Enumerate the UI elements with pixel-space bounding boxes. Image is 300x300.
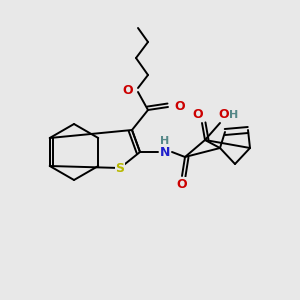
Text: N: N — [160, 146, 170, 158]
Text: O: O — [122, 83, 133, 97]
Text: S: S — [116, 161, 124, 175]
Text: O: O — [177, 178, 187, 190]
Text: O: O — [193, 109, 203, 122]
Text: O: O — [219, 109, 229, 122]
Text: O: O — [174, 100, 184, 113]
Text: H: H — [160, 136, 169, 146]
Text: H: H — [230, 110, 238, 120]
